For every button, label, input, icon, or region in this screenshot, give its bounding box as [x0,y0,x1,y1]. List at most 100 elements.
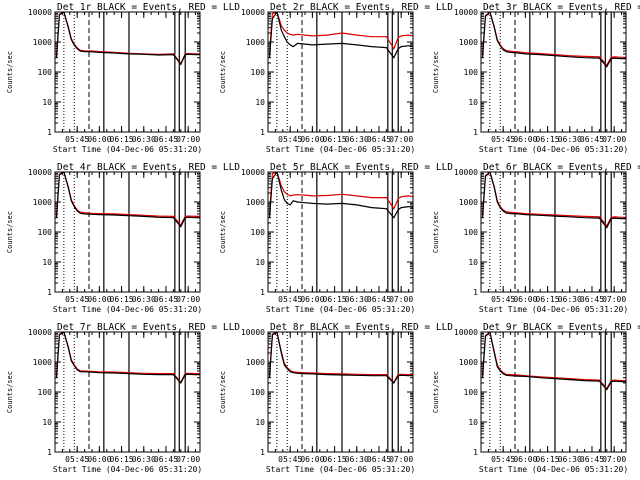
plot-title: Det 9r BLACK = Events, RED = LLD [483,322,640,333]
y-tick-label: 1000 [33,38,52,47]
y-tick-label: 1 [260,288,265,297]
plot-frame [54,171,201,293]
plot-title: Det 2r BLACK = Events, RED = LLD [270,2,453,13]
x-tick-label: 07:00 [602,135,626,144]
plot-panel-9: Det 9r BLACK = Events, RED = LLD Counts/s… [432,322,640,474]
x-tick-label: 06:00 [513,295,537,304]
lld-line [481,172,626,227]
plot-frame [480,11,627,133]
x-axis-label: Start Time (04-Dec-06 05:31:20) [266,465,415,474]
x-tick-label: 06:45 [154,135,178,144]
y-tick-label: 100 [464,68,479,77]
x-tick-label: 06:15 [536,295,560,304]
x-tick-label: 06:45 [580,295,604,304]
x-tick-label: 06:45 [367,295,391,304]
events-line [481,12,626,68]
plot-frame [267,331,414,453]
plot-panel-6: Det 6r BLACK = Events, RED = LLD Counts/s… [432,162,640,314]
plot-data-area [55,12,200,132]
x-tick-label: 07:00 [176,455,200,464]
x-tick-label: 06:15 [323,135,347,144]
y-axis-label: Counts/sec [432,371,440,413]
x-tick-label: 07:00 [389,295,413,304]
y-tick-label: 10000 [28,328,52,337]
plot-data-area [268,172,413,292]
x-tick-label: 06:45 [367,455,391,464]
x-tick-label: 06:15 [110,455,134,464]
y-tick-label: 10 [468,418,478,427]
x-tick-label: 06:45 [154,455,178,464]
x-tick-label: 07:00 [176,295,200,304]
y-tick-label: 10 [468,98,478,107]
y-tick-label: 1 [260,448,265,457]
plot-panel-7: Det 7r BLACK = Events, RED = LLD Counts/s… [6,322,240,474]
x-tick-label: 07:00 [602,455,626,464]
plot-title: Det 7r BLACK = Events, RED = LLD [57,322,240,333]
y-tick-label: 10000 [454,8,478,17]
x-tick-label: 06:30 [345,455,369,464]
y-tick-label: 10000 [28,8,52,17]
y-tick-label: 100 [38,388,53,397]
x-tick-label: 05:45 [65,135,89,144]
events-line [55,172,200,228]
x-tick-label: 06:00 [513,135,537,144]
plot-data-area [481,332,626,452]
lld-line [268,172,413,214]
x-tick-label: 06:00 [300,455,324,464]
plot-panel-1: Det 1r BLACK = Events, RED = LLD Counts/s… [6,2,240,154]
y-tick-label: 1000 [33,198,52,207]
plot-panel-3: Det 3r BLACK = Events, RED = LLD Counts/s… [432,2,640,154]
y-tick-label: 100 [251,388,266,397]
y-tick-label: 10 [255,98,265,107]
lld-line [55,12,200,65]
y-tick-label: 100 [464,388,479,397]
y-axis-label: Counts/sec [432,51,440,93]
x-tick-label: 06:30 [132,135,156,144]
x-tick-label: 06:45 [154,295,178,304]
x-tick-label: 05:45 [491,135,515,144]
y-tick-label: 1000 [246,38,265,47]
lld-line [55,172,200,227]
events-line [55,12,200,66]
y-tick-label: 1000 [246,198,265,207]
y-axis-label: Counts/sec [6,371,14,413]
y-tick-label: 1 [260,128,265,137]
x-tick-label: 07:00 [389,135,413,144]
plot-panel-8: Det 8r BLACK = Events, RED = LLD Counts/s… [219,322,453,474]
y-tick-label: 100 [251,228,266,237]
x-tick-label: 06:00 [87,455,111,464]
plot-title: Det 8r BLACK = Events, RED = LLD [270,322,453,333]
x-tick-label: 06:30 [132,295,156,304]
y-tick-label: 100 [38,228,53,237]
x-tick-label: 05:45 [65,455,89,464]
x-axis-label: Start Time (04-Dec-06 05:31:20) [266,305,415,314]
plot-frame [480,331,627,453]
x-tick-label: 06:00 [87,135,111,144]
x-tick-label: 05:45 [491,455,515,464]
lld-line [481,332,626,390]
lld-line [268,12,413,54]
y-tick-label: 10000 [28,168,52,177]
x-axis-label: Start Time (04-Dec-06 05:31:20) [479,145,628,154]
x-axis-label: Start Time (04-Dec-06 05:31:20) [53,145,202,154]
y-tick-label: 10000 [454,328,478,337]
y-tick-label: 10 [468,258,478,267]
y-axis-label: Counts/sec [6,51,14,93]
lld-line [55,332,200,384]
x-tick-label: 07:00 [176,135,200,144]
x-tick-label: 06:00 [300,295,324,304]
events-line [481,172,626,229]
events-line [268,12,413,59]
y-tick-label: 10 [255,258,265,267]
x-axis-label: Start Time (04-Dec-06 05:31:20) [53,305,202,314]
x-tick-label: 06:45 [580,455,604,464]
events-line [55,332,200,385]
x-tick-label: 05:45 [491,295,515,304]
plot-panel-4: Det 4r BLACK = Events, RED = LLD Counts/s… [6,162,240,314]
plot-data-area [268,12,413,132]
x-axis-label: Start Time (04-Dec-06 05:31:20) [266,145,415,154]
x-tick-label: 06:00 [87,295,111,304]
plot-frame [480,171,627,293]
y-tick-label: 10000 [241,8,265,17]
plot-panel-2: Det 2r BLACK = Events, RED = LLD Counts/s… [219,2,453,154]
